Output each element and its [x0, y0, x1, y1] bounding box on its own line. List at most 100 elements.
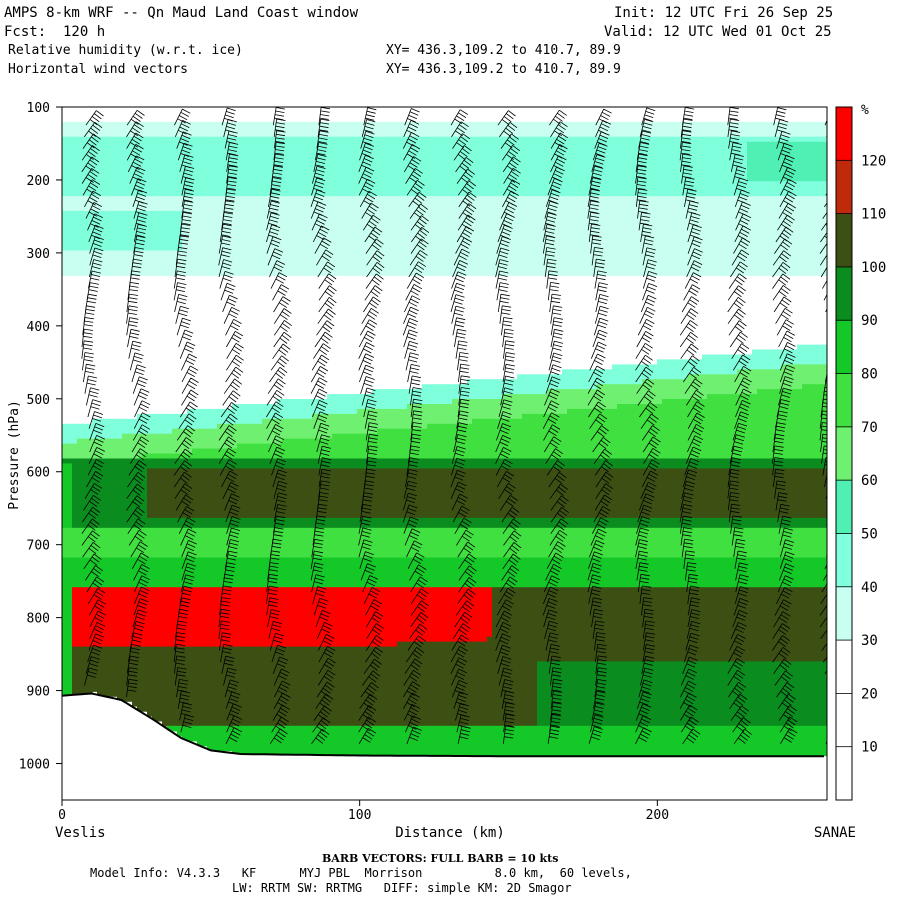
rh-cell	[282, 265, 288, 271]
rh-cell	[152, 646, 158, 653]
rh-cell	[132, 671, 138, 677]
rh-cell	[287, 503, 293, 509]
rh-cell	[292, 230, 298, 237]
rh-cell	[227, 141, 233, 148]
rh-cell	[97, 626, 103, 633]
rh-cell	[277, 503, 283, 509]
rh-cell	[242, 473, 248, 479]
rh-cell	[192, 597, 198, 603]
rh-cell	[202, 503, 208, 509]
rh-cell	[237, 171, 243, 177]
rh-cell	[112, 423, 118, 430]
rh-cell	[142, 206, 148, 212]
rh-cell	[192, 567, 198, 574]
rh-cell	[297, 710, 303, 717]
rh-cell	[107, 250, 113, 257]
rh-cell	[307, 215, 313, 222]
rh-cell	[257, 666, 263, 673]
rh-cell	[62, 220, 68, 227]
rh-cell	[167, 413, 173, 420]
rh-cell	[137, 126, 143, 133]
rh-cell	[192, 225, 198, 232]
rh-cell	[132, 666, 138, 673]
rh-cell	[217, 196, 223, 202]
rh-cell	[147, 458, 153, 465]
rh-cell	[177, 448, 183, 455]
rh-cell	[262, 413, 268, 420]
rh-cell	[242, 696, 248, 702]
rh-cell	[267, 225, 273, 232]
rh-cell	[92, 651, 98, 658]
rh-cell	[202, 552, 208, 559]
rh-cell	[147, 626, 153, 633]
rh-cell	[177, 503, 183, 509]
rh-cell	[242, 201, 248, 207]
rh-cell	[67, 161, 73, 167]
rh-cell	[222, 260, 228, 267]
rh-cell	[147, 255, 153, 262]
rh-cell	[307, 646, 313, 653]
rh-cell	[267, 181, 273, 187]
rh-cell	[162, 235, 168, 242]
rh-cell	[112, 666, 118, 673]
rh-cell	[292, 463, 298, 470]
rh-cell	[157, 245, 163, 252]
rh-cell	[137, 181, 143, 187]
rh-cell	[82, 443, 88, 450]
rh-cell	[67, 448, 73, 455]
rh-cell	[287, 547, 293, 554]
rh-cell	[262, 503, 268, 509]
rh-cell	[172, 681, 178, 687]
rh-cell	[142, 493, 148, 499]
rh-cell	[107, 532, 113, 539]
rh-cell	[142, 166, 148, 172]
rh-cell	[162, 176, 168, 182]
rh-cell	[197, 156, 203, 163]
rh-cell	[97, 176, 103, 182]
rh-cell	[97, 592, 103, 598]
rh-cell	[142, 572, 148, 578]
rh-cell	[302, 131, 308, 138]
rh-cell	[202, 220, 208, 227]
rh-cell	[102, 151, 108, 158]
rh-cell	[197, 171, 203, 177]
rh-cell	[312, 473, 318, 479]
rh-cell	[117, 517, 123, 524]
rh-cell	[172, 488, 178, 494]
rh-cell	[177, 562, 183, 569]
rh-cell	[297, 478, 303, 484]
rh-cell	[72, 681, 78, 687]
xy-range-1: XY= 436.3,109.2 to 410.7, 89.9	[386, 43, 621, 58]
rh-cell	[277, 666, 283, 673]
rh-cell	[302, 206, 308, 212]
rh-cell	[92, 240, 98, 247]
rh-cell	[207, 577, 213, 583]
rh-cell	[152, 235, 158, 242]
rh-cell	[97, 512, 103, 519]
rh-cell	[92, 201, 98, 207]
rh-cell	[147, 131, 153, 138]
rh-cell	[182, 646, 188, 653]
rh-cell	[242, 255, 248, 262]
rh-cell	[107, 587, 113, 593]
rh-cell	[102, 428, 108, 435]
rh-cell	[112, 176, 118, 182]
rh-cell	[282, 245, 288, 252]
rh-cell	[187, 235, 193, 242]
rh-cell	[77, 215, 83, 222]
rh-cell	[167, 503, 173, 509]
rh-cell	[272, 671, 278, 677]
rh-cell	[117, 676, 123, 682]
rh-cell	[302, 473, 308, 479]
rh-cell	[287, 126, 293, 133]
rh-cell	[162, 696, 168, 702]
rh-cell	[252, 473, 258, 479]
rh-cell	[227, 582, 233, 588]
rh-cell	[127, 641, 133, 648]
rh-cell	[147, 483, 153, 489]
rh-cell	[197, 676, 203, 682]
rh-cell	[312, 522, 318, 529]
rh-cell	[167, 146, 173, 153]
rh-cell	[142, 201, 148, 207]
rh-cell	[132, 503, 138, 509]
